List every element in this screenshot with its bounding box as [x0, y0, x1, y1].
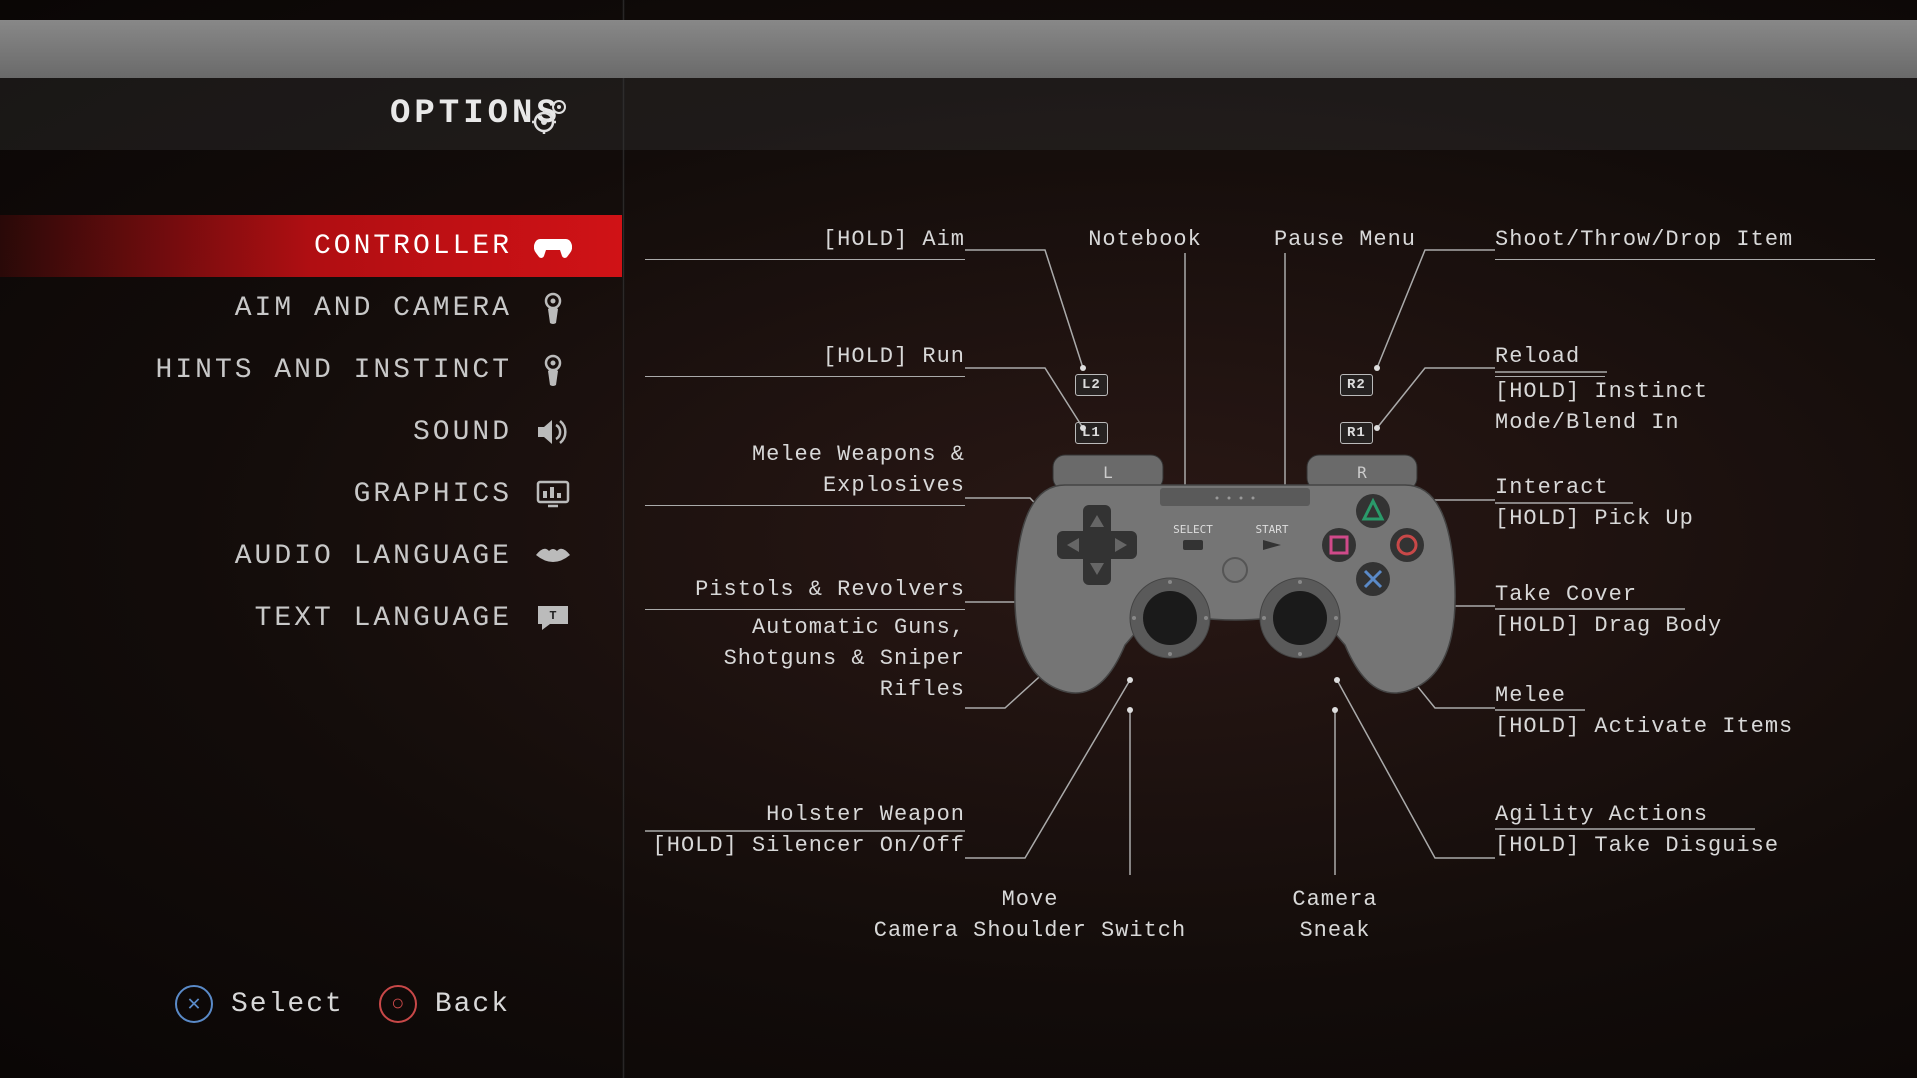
controller-icon: [534, 227, 572, 265]
callout-dpad-left: Pistols & Revolvers: [645, 575, 965, 610]
aim-icon: [534, 289, 572, 327]
top-band: [0, 20, 1917, 78]
sidebar-menu: CONTROLLER AIM AND CAMERA HINTS AND INST…: [0, 215, 622, 649]
callout-l2: [HOLD] Aim: [645, 225, 965, 260]
gear-icon: [530, 96, 570, 141]
callout-r1: Reload [HOLD] InstinctMode/Blend In: [1495, 342, 1875, 438]
menu-label: GRAPHICS: [354, 479, 512, 510]
menu-item-text-language[interactable]: TEXT LANGUAGE T: [0, 587, 622, 649]
callout-l1: [HOLD] Run: [645, 342, 965, 377]
callout-l3: Holster Weapon[HOLD] Silencer On/Off: [645, 800, 965, 865]
controller-graphic: L R: [1005, 360, 1465, 705]
circle-button-icon: ○: [379, 985, 417, 1023]
callout-dpad-up: Melee Weapons &Explosives: [645, 440, 965, 506]
controller-diagram: [HOLD] Aim [HOLD] Run Melee Weapons &Exp…: [625, 150, 1917, 1078]
cross-button-icon: ✕: [175, 985, 213, 1023]
callout-triangle: Interact[HOLD] Pick Up: [1495, 473, 1875, 535]
r-bumper-text: R: [1357, 463, 1367, 482]
lips-icon: [534, 537, 572, 575]
menu-item-aim-camera[interactable]: AIM AND CAMERA: [0, 277, 622, 339]
menu-label: AUDIO LANGUAGE: [235, 541, 512, 572]
menu-label: TEXT LANGUAGE: [255, 603, 512, 634]
menu-item-audio-language[interactable]: AUDIO LANGUAGE: [0, 525, 622, 587]
footer-select-label: Select: [231, 989, 344, 1020]
callout-circle: Take Cover[HOLD] Drag Body: [1495, 580, 1875, 642]
header-bar: OPTIONS: [0, 78, 1917, 150]
callout-right-stick: CameraSneak: [1255, 885, 1415, 947]
menu-label: CONTROLLER: [314, 231, 512, 262]
menu-item-graphics[interactable]: GRAPHICS: [0, 463, 622, 525]
callout-r2: Shoot/Throw/Drop Item: [1495, 225, 1875, 260]
text-icon: T: [534, 599, 572, 637]
footer-hints: ✕ Select ○ Back: [175, 985, 510, 1023]
graphics-icon: [534, 475, 572, 513]
sound-icon: [534, 413, 572, 451]
callout-dpad-down: Automatic Guns,Shotguns & SniperRifles: [645, 613, 965, 705]
menu-label: SOUND: [413, 417, 512, 448]
instinct-icon: [534, 351, 572, 389]
footer-select: ✕ Select: [175, 985, 344, 1023]
svg-text:T: T: [549, 609, 556, 623]
l-bumper-text: L: [1103, 463, 1113, 482]
start-text: START: [1255, 523, 1288, 536]
callout-r3: Agility Actions[HOLD] Take Disguise: [1495, 800, 1875, 862]
callout-start: Pause Menu: [1245, 225, 1445, 259]
menu-item-hints-instinct[interactable]: HINTS AND INSTINCT: [0, 339, 622, 401]
footer-back-label: Back: [435, 989, 510, 1020]
menu-label: AIM AND CAMERA: [235, 293, 512, 324]
menu-label: HINTS AND INSTINCT: [156, 355, 512, 386]
callout-left-stick: MoveCamera Shoulder Switch: [865, 885, 1195, 947]
callout-select: Notebook: [1055, 225, 1235, 259]
footer-back: ○ Back: [379, 985, 510, 1023]
select-text: SELECT: [1173, 523, 1213, 536]
menu-item-sound[interactable]: SOUND: [0, 401, 622, 463]
callout-cross: Melee[HOLD] Activate Items: [1495, 681, 1875, 743]
menu-item-controller[interactable]: CONTROLLER: [0, 215, 622, 277]
